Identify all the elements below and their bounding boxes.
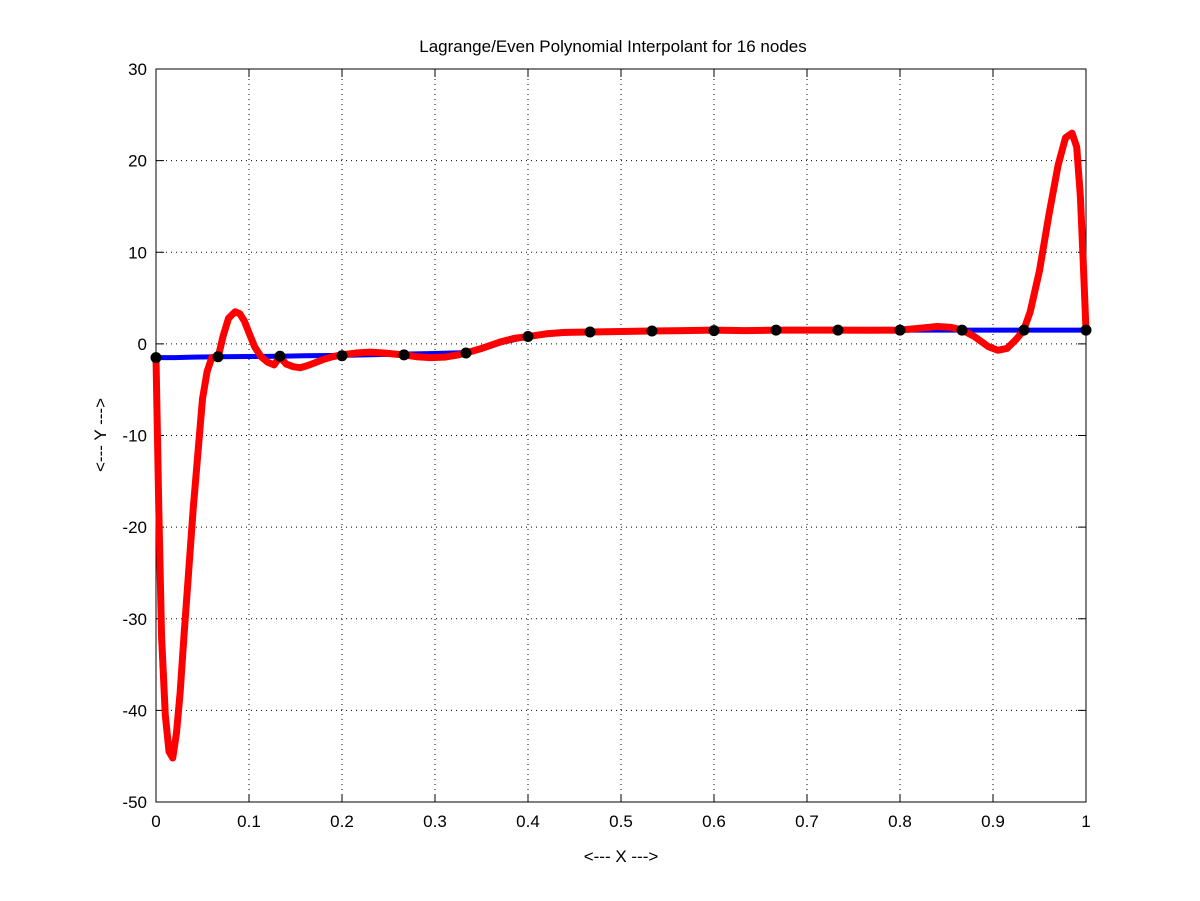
x-tick-label: 0.8 (888, 812, 912, 831)
axis-ticks: 0 0.1 0.2 0.3 0.4 0.5 0.6 0.7 0.8 0.9 1 -50 -40 -30 -2… (122, 60, 1090, 831)
grid-lines (156, 69, 1086, 802)
node-marker (212, 351, 224, 363)
node-marker (584, 326, 596, 338)
x-tick-label: 0.9 (981, 812, 1005, 831)
series-line-1 (152, 129, 1090, 762)
x-axis-label: <--- X ---> (584, 847, 659, 866)
x-tick-label: 0.4 (516, 812, 540, 831)
y-tick-label: 30 (128, 60, 147, 79)
node-marker (708, 325, 720, 337)
y-tick-label: -10 (122, 427, 147, 446)
plot-series (150, 129, 1092, 762)
y-tick-label: 10 (128, 243, 147, 262)
node-marker (150, 352, 162, 364)
y-axis-label: <--- Y ---> (91, 398, 110, 472)
node-marker (398, 349, 410, 361)
node-marker (956, 324, 968, 336)
x-tick-label: 1 (1081, 812, 1090, 831)
y-tick-label: -50 (122, 793, 147, 812)
x-tick-label: 0.2 (330, 812, 354, 831)
node-marker (522, 331, 534, 343)
y-tick-label: 20 (128, 152, 147, 171)
node-marker (894, 324, 906, 336)
x-tick-label: 0.3 (423, 812, 447, 831)
y-tick-label: 0 (138, 335, 147, 354)
x-tick-label: 0.7 (795, 812, 819, 831)
node-marker (336, 350, 348, 362)
y-tick-label: -20 (122, 518, 147, 537)
y-tick-label: -40 (122, 701, 147, 720)
x-tick-label: 0 (151, 812, 160, 831)
node-marker (646, 325, 658, 337)
node-marker (460, 347, 472, 359)
x-tick-label: 0.5 (609, 812, 633, 831)
node-marker (1018, 324, 1030, 336)
node-marker (770, 324, 782, 336)
node-marker (274, 350, 286, 362)
x-tick-label: 0.1 (237, 812, 261, 831)
node-marker (832, 324, 844, 336)
node-marker (1080, 324, 1092, 336)
x-tick-label: 0.6 (702, 812, 726, 831)
chart-title: Lagrange/Even Polynomial Interpolant for… (419, 37, 806, 56)
y-tick-label: -30 (122, 610, 147, 629)
